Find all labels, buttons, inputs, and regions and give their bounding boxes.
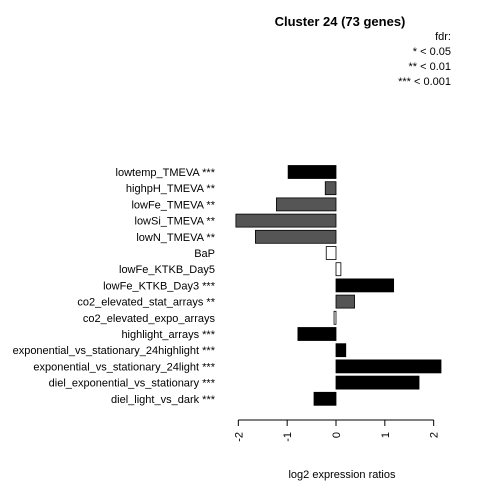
bars <box>235 165 442 406</box>
x-tick-label: 1 <box>380 432 392 438</box>
category-label: lowFe_KTKB_Day3 *** <box>103 280 216 292</box>
bar <box>313 391 337 406</box>
legend-entry: ** < 0.01 <box>408 61 451 73</box>
category-label: diel_light_vs_dark *** <box>111 394 216 406</box>
category-label: co2_elevated_stat_arrays ** <box>77 297 215 309</box>
category-label: lowFe_TMEVA ** <box>131 199 215 211</box>
category-label: exponential_vs_stationary_24highlight **… <box>13 345 216 357</box>
x-axis: -2 -1 0 1 2 <box>233 419 441 442</box>
category-label: lowSi_TMEVA ** <box>135 216 216 228</box>
legend-entry: * < 0.05 <box>413 46 451 58</box>
category-label: lowtemp_TMEVA *** <box>116 167 216 179</box>
category-label: exponential_vs_stationary_24light *** <box>33 361 215 373</box>
legend: fdr: * < 0.05 ** < 0.01 *** < 0.001 <box>398 31 451 88</box>
bar <box>325 246 337 260</box>
category-label: lowN_TMEVA ** <box>136 232 215 244</box>
bar <box>335 262 342 277</box>
legend-title: fdr: <box>435 31 451 43</box>
chart-title: Cluster 24 (73 genes) <box>275 14 406 29</box>
category-labels: lowtemp_TMEVA *** highpH_TMEVA ** lowFe_TM… <box>13 167 216 406</box>
x-tick-label: 0 <box>331 432 343 438</box>
bar <box>255 229 337 244</box>
bar <box>333 310 337 325</box>
x-tick-label: -2 <box>233 432 245 442</box>
bar <box>335 294 355 309</box>
bar <box>335 343 347 358</box>
bar <box>297 327 337 341</box>
x-tick-label: 2 <box>429 432 441 438</box>
category-label: co2_elevated_expo_arrays <box>83 313 216 325</box>
category-label: highlight_arrays *** <box>121 329 215 341</box>
bar <box>335 359 442 374</box>
bar <box>287 165 337 179</box>
category-label: diel_exponential_vs_stationary *** <box>49 378 216 390</box>
bar <box>276 197 337 212</box>
bar <box>324 181 337 196</box>
bar <box>235 213 337 228</box>
legend-entry: *** < 0.001 <box>398 76 451 88</box>
category-label: lowFe_KTKB_Day5 <box>119 264 215 276</box>
x-axis-label: log2 expression ratios <box>288 469 396 481</box>
x-tick-label: -1 <box>282 432 294 442</box>
bar <box>335 278 395 293</box>
category-label: BaP <box>194 248 215 260</box>
bar <box>335 375 420 390</box>
category-label: highpH_TMEVA ** <box>126 183 216 195</box>
